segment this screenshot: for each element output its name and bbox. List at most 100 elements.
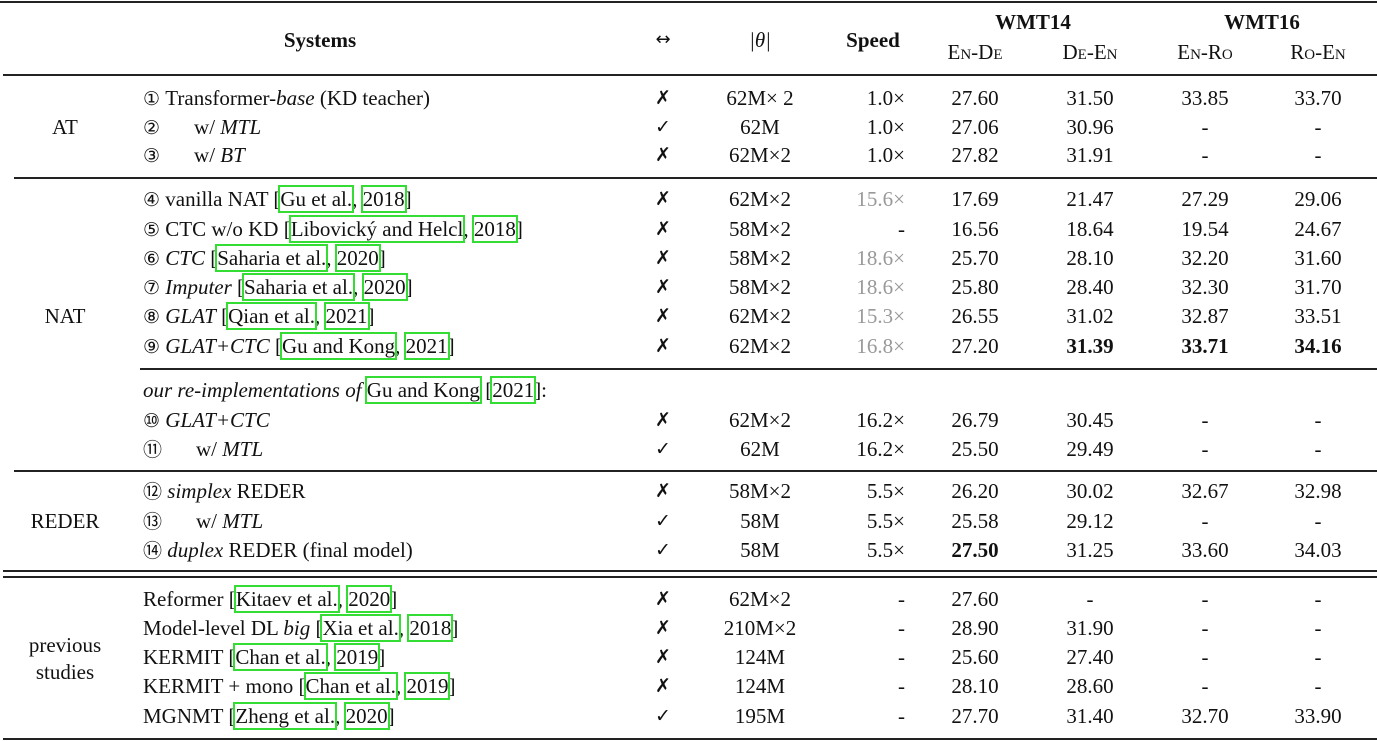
system-name: ⑨ GLAT+CTC [Gu and Kong, 2021] [143,332,455,360]
score-cell: 27.60 [951,587,999,611]
score-cell: 33.71 [1181,334,1229,358]
score-cell: 31.50 [1066,86,1114,110]
check-icon: ✓ [655,705,671,727]
speed-cell: 16.8× [856,334,905,358]
score-cell: 32.98 [1294,479,1342,503]
citation-link[interactable]: Kitaev et al. [233,585,340,613]
name-text: GLAT+CTC [165,408,270,432]
name-text: MGNMT [ [143,704,236,728]
citation-link[interactable]: Gu and Kong [364,376,482,404]
score-cell: 31.39 [1066,334,1114,358]
score-cell: - [1086,587,1094,611]
score-cell: 17.69 [951,187,999,211]
name-text: GLAT+CTC [165,334,270,358]
row-number: ⑩ [143,410,161,432]
name-text: , [463,217,474,241]
cross-icon: ✗ [655,335,671,357]
name-text: ] [378,246,386,270]
cross-icon: ✗ [655,588,671,610]
citation-link[interactable]: Libovický and Helcl [288,215,466,243]
name-text: , [337,587,349,611]
citation-link[interactable]: 2020 [346,585,393,613]
score-cell: 27.82 [951,143,999,167]
name-text: , [353,275,364,299]
score-cell: 25.70 [951,246,999,270]
params-cell: 124M [734,645,786,669]
score-cell: 33.85 [1181,86,1229,110]
row-number: ⑦ [143,277,161,299]
score-cell: - [1201,587,1209,611]
name-text: ] [448,674,456,698]
citation-link[interactable]: 2020 [343,702,390,730]
name-text: ]: [534,378,548,402]
name-text: REDER [231,479,306,503]
citation-link[interactable]: Saharia et al. [215,244,329,272]
citation-link[interactable]: 2020 [361,273,408,301]
speed-cell: 18.6× [856,275,905,299]
score-cell: 30.02 [1066,479,1114,503]
score-cell: - [1314,616,1322,640]
speed-cell: - [898,616,905,640]
name-text: base [276,86,315,110]
name-text: CTC [165,246,205,270]
citation-link[interactable]: 2021 [323,302,370,330]
system-name: ④ vanilla NAT [Gu et al., 2018] [143,185,412,213]
speed-cell: 5.5× [866,509,905,533]
citation-link[interactable]: 2020 [334,244,381,272]
name-text: MTL [220,115,262,139]
score-cell: 28.10 [1066,246,1114,270]
row-number: ⑭ [143,540,163,562]
name-text: simplex [167,479,232,503]
cross-icon: ✗ [655,675,671,697]
system-name: MGNMT [Zheng et al., 2020] [143,702,395,730]
params-cell: 195M [734,704,786,728]
citation-link[interactable]: Xia et al. [320,614,401,642]
name-text: Reformer [ [143,587,236,611]
citation-link[interactable]: Saharia et al. [242,273,356,301]
score-cell: 32.67 [1181,479,1229,503]
score-cell: 33.90 [1294,704,1342,728]
citation-link[interactable]: Qian et al. [226,302,318,330]
name-text: [ [215,304,229,328]
citation-link[interactable]: Gu and Kong [279,332,398,360]
check-icon: ✓ [655,539,671,561]
score-cell: - [1201,509,1209,533]
citation-link[interactable]: 2018 [471,215,518,243]
system-name: ⑬ w/ MTL [143,508,263,534]
speed-cell: 16.2× [856,408,905,432]
citation-link[interactable]: 2021 [403,332,450,360]
citation-link[interactable]: 2018 [360,185,407,213]
citation-link[interactable]: Gu et al. [278,185,355,213]
score-cell: 32.87 [1181,304,1229,328]
cross-icon: ✗ [655,218,671,240]
row-number: ⑤ [143,219,161,241]
score-cell: 25.50 [951,437,999,461]
speed-cell: 1.0× [866,86,905,110]
system-name: ⑤ CTC w/o KD [Libovický and Helcl, 2018] [143,215,523,243]
check-icon: ✓ [655,116,671,138]
speed-cell: 1.0× [866,115,905,139]
row-number: ② [143,117,161,139]
name-text: big [283,616,311,640]
score-cell: - [1201,437,1209,461]
score-cell: 26.20 [951,479,999,503]
name-text: ] [405,275,413,299]
citation-link[interactable]: Chan et al. [303,672,398,700]
name-text: ] [387,704,395,728]
citation-link[interactable]: Chan et al. [233,643,328,671]
citation-link[interactable]: 2019 [404,672,451,700]
score-cell: 34.16 [1294,334,1342,358]
params-cell: 58M×2 [728,275,792,299]
params-cell: 62M×2 [728,304,792,328]
params-cell: 62M× 2 [726,86,794,110]
score-cell: - [1201,616,1209,640]
speed-cell: 1.0× [866,143,905,167]
citation-link[interactable]: 2018 [407,614,454,642]
header-en-de: En-De [947,40,1003,64]
name-text: w/ [196,509,223,533]
speed-cell: - [898,587,905,611]
citation-link[interactable]: 2019 [334,643,381,671]
score-cell: 31.25 [1066,538,1114,562]
citation-link[interactable]: Zheng et al. [233,702,338,730]
citation-link[interactable]: 2021 [490,376,537,404]
